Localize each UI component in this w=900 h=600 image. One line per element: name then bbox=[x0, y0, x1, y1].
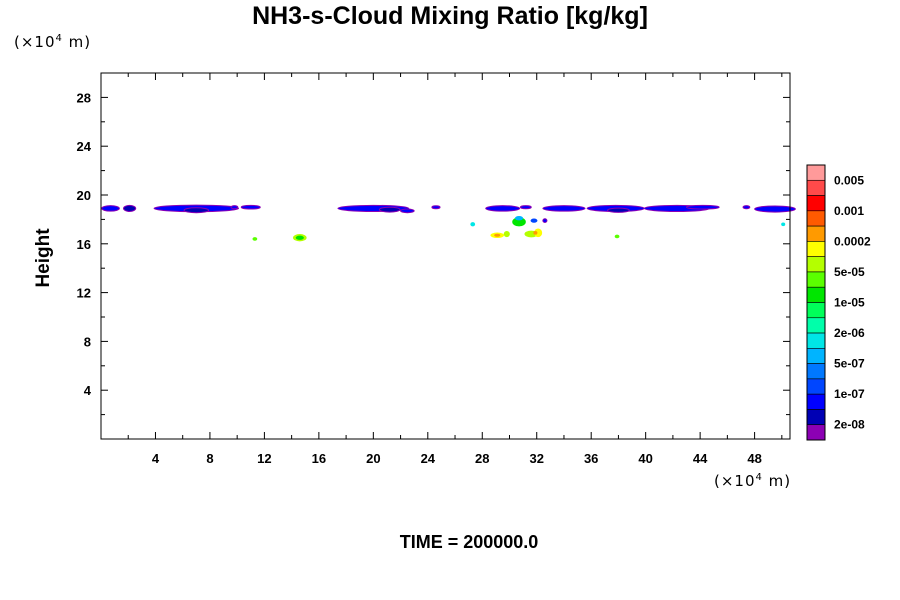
colorbar-swatch bbox=[806, 348, 826, 364]
cloud-patch bbox=[494, 233, 501, 237]
y-tick-label: 8 bbox=[84, 334, 91, 349]
y-tick-label: 16 bbox=[77, 237, 91, 252]
y-axis-unit: (×104 m) bbox=[14, 33, 91, 51]
cloud-patch bbox=[781, 222, 786, 227]
x-tick-label: 8 bbox=[206, 451, 213, 466]
cloud-patch bbox=[378, 206, 401, 213]
colorbar-label: 0.005 bbox=[834, 173, 864, 187]
cloud-patch bbox=[607, 207, 630, 213]
cloud-patch bbox=[470, 222, 476, 227]
cloud-patch bbox=[101, 205, 120, 212]
colorbar-swatch bbox=[806, 271, 826, 288]
time-label: TIME = 200000.0 bbox=[399, 532, 539, 552]
x-axis-unit: (×104 m) bbox=[714, 472, 791, 490]
cloud-patch bbox=[122, 204, 137, 212]
x-tick-label: 44 bbox=[693, 451, 708, 466]
x-tick-label: 12 bbox=[257, 451, 271, 466]
cloud-patch bbox=[240, 204, 261, 210]
y-unit-exponent: 4 bbox=[55, 33, 63, 44]
x-tick-label: 36 bbox=[584, 451, 598, 466]
colorbar-swatch bbox=[806, 378, 826, 395]
plot-frame bbox=[100, 72, 791, 440]
colorbar-swatch bbox=[806, 164, 826, 181]
cloud-patch bbox=[519, 205, 532, 210]
colorbar-swatch bbox=[806, 241, 826, 257]
colorbar-swatch bbox=[806, 286, 826, 303]
cloud-patch bbox=[530, 218, 538, 223]
x-tick-label: 40 bbox=[638, 451, 652, 466]
cloud-patch bbox=[533, 230, 538, 235]
colorbar-swatch bbox=[806, 317, 826, 334]
x-unit-prefix: (×10 bbox=[714, 472, 756, 490]
colorbar-swatch bbox=[806, 179, 826, 196]
colorbar-label: 5e-07 bbox=[834, 357, 865, 371]
x-tick-label: 24 bbox=[421, 451, 436, 466]
colorbar-swatch bbox=[806, 302, 826, 319]
y-tick-label: 12 bbox=[77, 286, 91, 301]
colorbar-swatch bbox=[806, 393, 826, 410]
cloud-patch bbox=[252, 237, 258, 241]
colorbar-frame bbox=[806, 164, 826, 441]
cloud-patch bbox=[503, 230, 510, 238]
cloud-patch bbox=[183, 207, 210, 214]
colorbar-label: 2e-08 bbox=[834, 418, 865, 432]
cloud-patch bbox=[754, 205, 796, 213]
cloud-patch bbox=[686, 204, 720, 210]
cloud-patch bbox=[485, 205, 521, 212]
y-unit-prefix: (×10 bbox=[14, 33, 56, 51]
y-tick-label: 20 bbox=[77, 188, 91, 203]
x-tick-label: 28 bbox=[475, 451, 489, 466]
colorbar-label: 0.0002 bbox=[834, 234, 871, 248]
x-unit-suffix: m) bbox=[762, 472, 792, 490]
colorbar-swatch bbox=[806, 210, 826, 227]
cloud-patch bbox=[512, 217, 526, 227]
cloud-patch bbox=[230, 205, 239, 210]
colorbar-swatch bbox=[806, 424, 826, 441]
colorbar-label: 1e-07 bbox=[834, 387, 865, 401]
y-tick-label: 28 bbox=[77, 90, 91, 105]
x-unit-exponent: 4 bbox=[755, 472, 763, 483]
x-tick-label: 16 bbox=[312, 451, 326, 466]
chart-title: NH3-s-Cloud Mixing Ratio [kg/kg] bbox=[252, 2, 648, 30]
x-tick-label: 4 bbox=[152, 451, 160, 466]
x-tick-label: 32 bbox=[529, 451, 543, 466]
colorbar-label: 2e-06 bbox=[834, 326, 865, 340]
cloud-patches bbox=[101, 204, 796, 242]
y-tick-label: 4 bbox=[84, 383, 92, 398]
y-tick-label: 24 bbox=[77, 139, 92, 154]
colorbar-swatch bbox=[806, 409, 826, 426]
colorbar-label: 5e-05 bbox=[834, 265, 865, 279]
cloud-patch bbox=[742, 205, 751, 210]
colorbar-swatch bbox=[806, 363, 826, 380]
y-unit-suffix: m) bbox=[62, 33, 92, 51]
colorbar-swatch bbox=[806, 225, 826, 242]
colorbar-swatch bbox=[806, 256, 826, 273]
x-tick-label: 48 bbox=[747, 451, 761, 466]
colorbar-swatch bbox=[806, 195, 826, 212]
cloud-patch bbox=[542, 205, 586, 212]
cloud-patch bbox=[534, 228, 543, 238]
cloud-patch bbox=[295, 235, 304, 240]
colorbar-label: 1e-05 bbox=[834, 296, 865, 310]
cloud-patch bbox=[514, 216, 524, 221]
cloud-patch bbox=[614, 234, 620, 239]
cloud-patch bbox=[400, 208, 415, 214]
colorbar-label: 0.001 bbox=[834, 204, 864, 218]
colorbar-swatch bbox=[806, 332, 826, 349]
cloud-patch bbox=[542, 218, 548, 223]
cloud-patch bbox=[431, 205, 441, 210]
colorbar: 0.005 0.001 0.0002 5e-05 1e-05 2e-06 5e-07 1e-0… bbox=[806, 164, 871, 441]
x-tick-label: 20 bbox=[366, 451, 380, 466]
